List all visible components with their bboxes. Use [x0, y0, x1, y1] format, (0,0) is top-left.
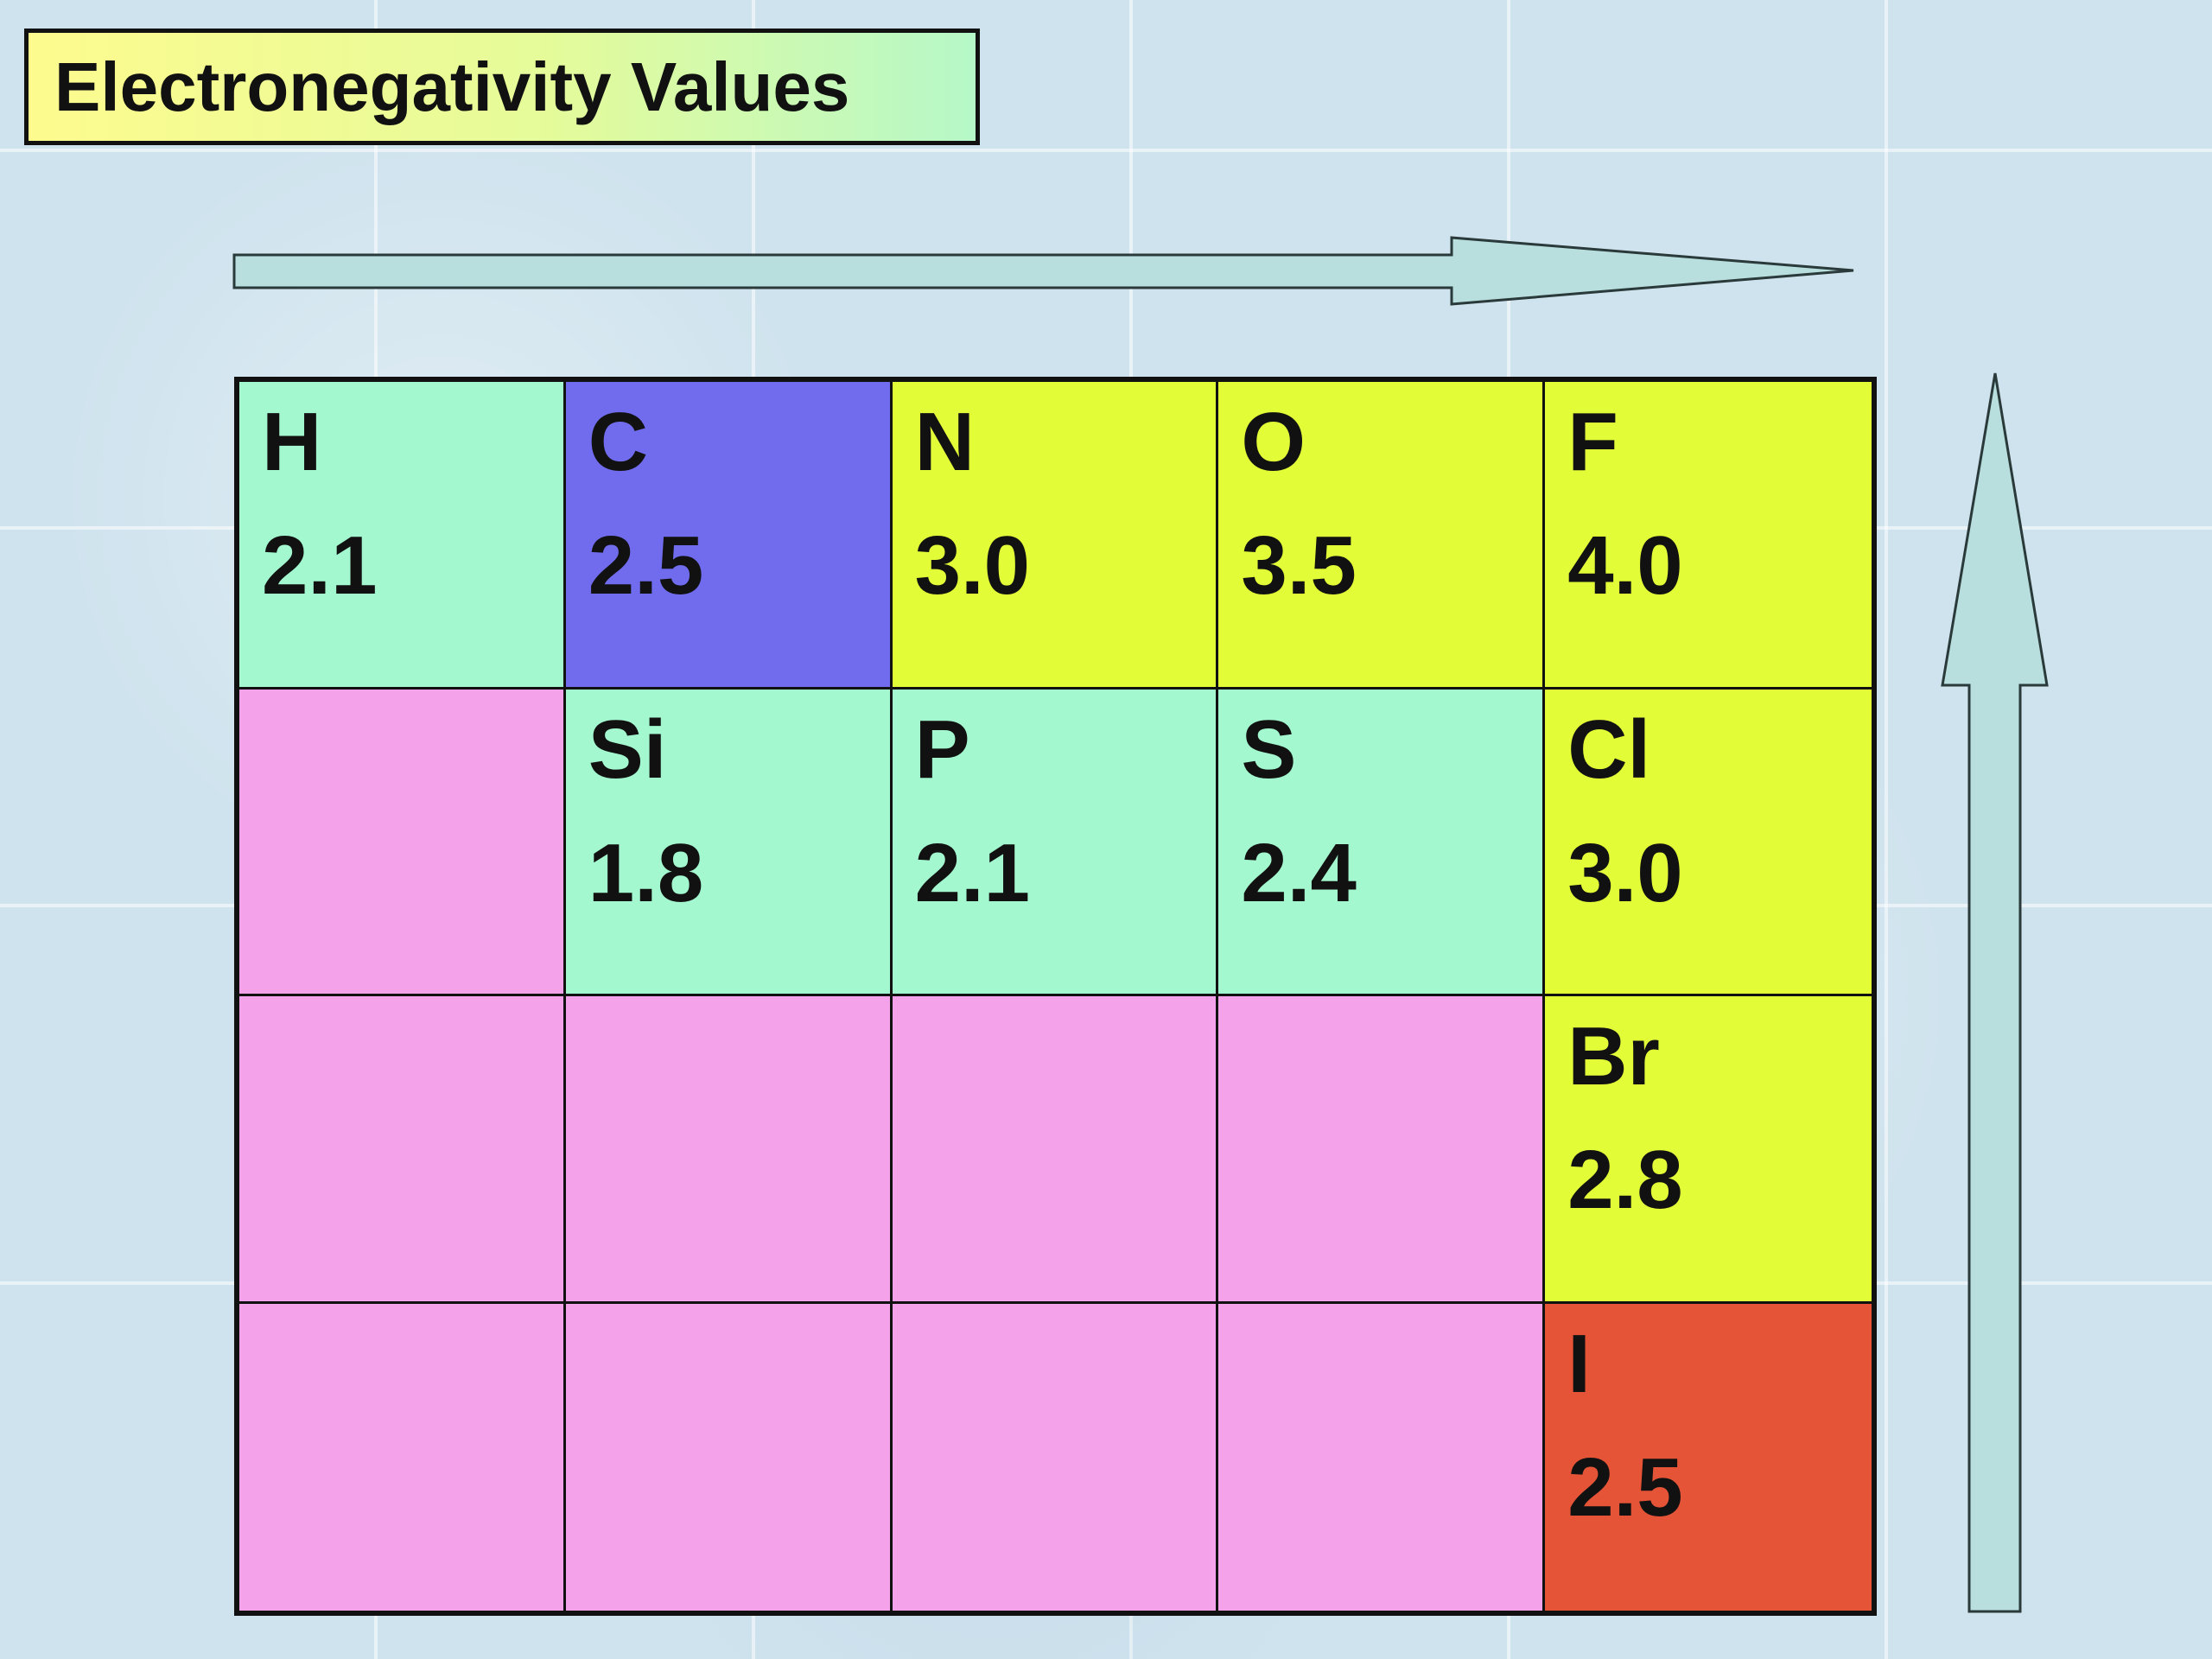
element-cell: [565, 1303, 893, 1611]
element-cell: [239, 1303, 566, 1611]
electronegativity-value: 4.0: [1567, 519, 1683, 612]
element-cell: [892, 1303, 1219, 1611]
element-symbol: O: [1241, 396, 1306, 488]
element-cell: I 2.5: [1545, 1303, 1872, 1611]
element-symbol: P: [914, 702, 970, 796]
arrow-up-shape: [1941, 372, 2049, 1613]
element-cell: [239, 996, 566, 1304]
page-title: Electronegativity Values: [54, 48, 850, 125]
electronegativity-value: 3.0: [914, 519, 1031, 612]
element-symbol: F: [1567, 396, 1618, 488]
electronegativity-table: H 2.1 C 2.5 N 3.0 O 3.5 F 4.0 Si 1.8 P 2.1 S 2.4 Cl 3.0 Br…: [234, 377, 1877, 1616]
electronegativity-value: 3.0: [1567, 826, 1683, 919]
element-cell: O 3.5: [1218, 382, 1546, 690]
element-symbol: C: [588, 396, 649, 488]
element-symbol: Cl: [1567, 702, 1651, 796]
element-symbol: N: [914, 396, 975, 488]
electronegativity-value: 1.8: [588, 826, 704, 919]
element-cell: Cl 3.0: [1545, 689, 1872, 996]
title-box: Electronegativity Values: [24, 29, 980, 145]
element-cell: S 2.4: [1218, 689, 1546, 996]
element-symbol: H: [262, 396, 322, 488]
element-symbol: Br: [1567, 1010, 1660, 1103]
element-cell: C 2.5: [565, 382, 893, 690]
element-cell: P 2.1: [892, 689, 1219, 996]
element-symbol: Si: [588, 702, 667, 796]
element-symbol: I: [1567, 1317, 1591, 1410]
electronegativity-value: 2.1: [914, 826, 1031, 919]
element-cell: [239, 689, 566, 996]
electronegativity-value: 3.5: [1241, 519, 1357, 612]
element-cell: Si 1.8: [565, 689, 893, 996]
element-cell: [565, 996, 893, 1304]
element-cell: F 4.0: [1545, 382, 1872, 690]
element-cell: [1218, 1303, 1546, 1611]
electronegativity-value: 2.1: [262, 519, 378, 612]
element-symbol: S: [1241, 702, 1297, 796]
arrow-right-shape: [232, 236, 1854, 306]
element-cell: N 3.0: [892, 382, 1219, 690]
element-cell: Br 2.8: [1545, 996, 1872, 1304]
element-cell: [892, 996, 1219, 1304]
electronegativity-value: 2.5: [1567, 1440, 1683, 1534]
element-cell: [1218, 996, 1546, 1304]
element-cell: H 2.1: [239, 382, 566, 690]
electronegativity-value: 2.5: [588, 519, 704, 612]
electronegativity-value: 2.8: [1567, 1134, 1683, 1226]
electronegativity-value: 2.4: [1241, 826, 1357, 919]
